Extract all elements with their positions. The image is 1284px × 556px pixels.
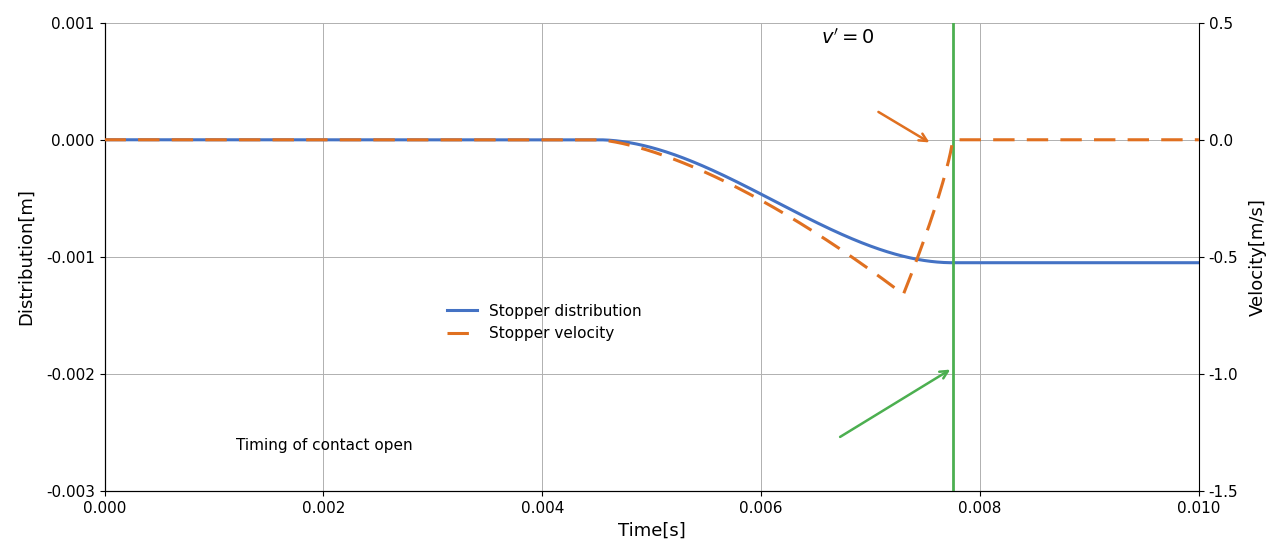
Text: Timing of contact open: Timing of contact open xyxy=(236,438,412,453)
Y-axis label: Distribution[m]: Distribution[m] xyxy=(17,188,35,325)
Text: $v'=0$: $v'=0$ xyxy=(822,28,874,48)
X-axis label: Time[s]: Time[s] xyxy=(618,522,686,539)
Legend: Stopper distribution, Stopper velocity: Stopper distribution, Stopper velocity xyxy=(440,297,648,348)
Y-axis label: Velocity[m/s]: Velocity[m/s] xyxy=(1249,198,1267,316)
